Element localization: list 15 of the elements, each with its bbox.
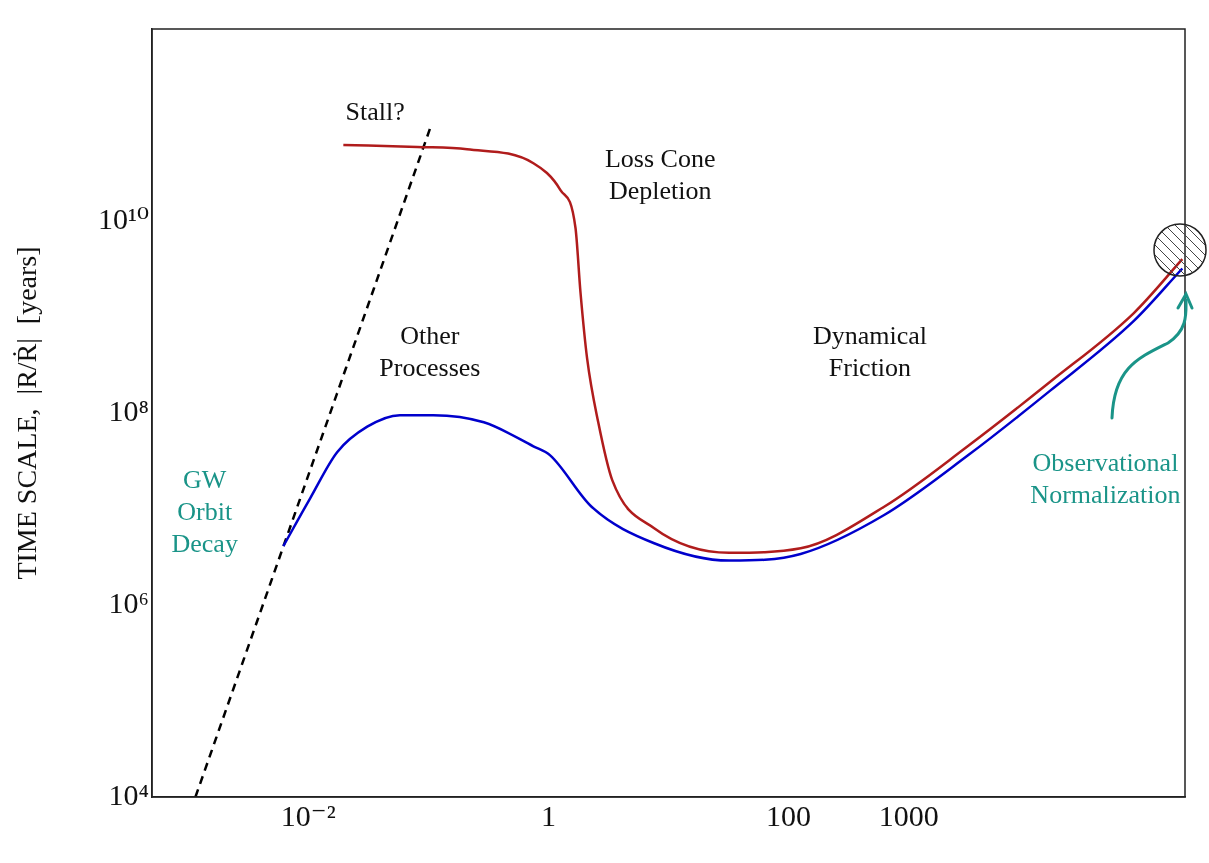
y-tick-label: 10⁶ [108, 585, 149, 619]
annotation: Other Processes [379, 320, 481, 382]
x-tick-label: 100 [766, 798, 812, 832]
annotation: GW Orbit Decay [171, 464, 238, 558]
y-tick-label: 10¹⁰ [97, 201, 149, 235]
y-axis-title: TIME SCALE, |R/Ṙ| [years] [11, 246, 43, 580]
annotation: Observational Normalization [1030, 448, 1181, 510]
x-tick-label: 10⁻² [280, 798, 336, 832]
annotation: Stall? [345, 96, 405, 126]
y-tick-label: 10⁸ [108, 393, 149, 427]
x-tick-label: 1000 [878, 798, 939, 832]
x-tick-label: 1 [540, 798, 556, 832]
annotation: Dynamical Friction [812, 320, 927, 382]
y-tick-label: 10⁴ [108, 777, 149, 811]
annotation: Loss Cone Depletion [604, 144, 716, 206]
